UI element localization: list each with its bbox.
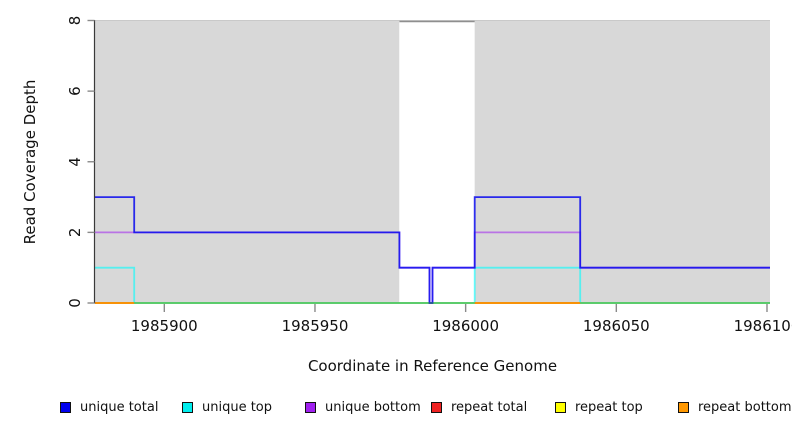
legend-label: repeat total [451,399,528,415]
series-unique-top [95,266,770,304]
legend-swatch-icon [678,401,689,413]
x-tick-label: 1985950 [282,317,349,335]
legend-swatch-icon [182,401,193,413]
legend-label: unique total [80,399,159,415]
legend-item-unique-top: unique top [182,399,272,415]
y-tick-label: 0 [66,298,84,308]
covered-region-right [474,20,770,303]
x-axis-title: Coordinate in Reference Genome [307,357,558,375]
legend-item-repeat-total: repeat total [431,399,527,415]
legend-label: repeat top [575,399,643,415]
x-tick-label: 1986000 [432,317,499,335]
legend-swatch-icon [305,401,316,413]
y-tick-label: 6 [66,86,84,96]
legend-item-unique-bottom: unique bottom [305,399,421,415]
legend-item-unique-total: unique total [60,399,158,415]
legend: unique total unique top unique bottom repea… [0,399,792,419]
y-tick-label: 2 [66,228,84,238]
legend-item-repeat-bottom: repeat bottom [678,399,792,415]
y-tick-label: 4 [66,157,84,167]
legend-label: repeat bottom [698,399,792,415]
legend-item-repeat-top: repeat top [555,399,643,415]
legend-label: unique top [202,399,273,415]
y-tick-label: 8 [66,16,84,26]
legend-swatch-icon [555,401,566,413]
x-tick-label: 1985900 [131,317,198,335]
x-tick-label: 1986100 [734,317,792,335]
legend-label: unique bottom [325,399,421,415]
y-axis-title: Read Coverage Depth [21,79,39,245]
legend-swatch-icon [431,401,442,413]
covered-region-left [95,20,400,303]
gap-region [399,20,475,303]
legend-swatch-icon [60,401,71,413]
x-tick-label: 1986050 [583,317,650,335]
